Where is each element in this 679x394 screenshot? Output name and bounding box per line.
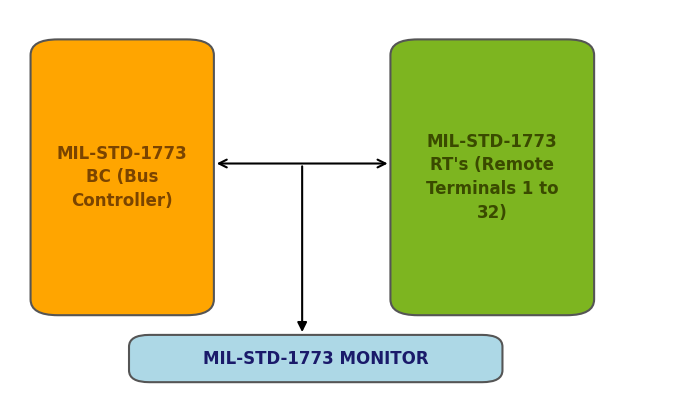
Text: MIL-STD-1773 MONITOR: MIL-STD-1773 MONITOR (203, 349, 428, 368)
FancyBboxPatch shape (129, 335, 502, 382)
FancyBboxPatch shape (31, 39, 214, 315)
Text: MIL-STD-1773
RT's (Remote
Terminals 1 to
32): MIL-STD-1773 RT's (Remote Terminals 1 to… (426, 133, 559, 222)
FancyBboxPatch shape (390, 39, 594, 315)
Text: MIL-STD-1773
BC (Bus
Controller): MIL-STD-1773 BC (Bus Controller) (57, 145, 187, 210)
